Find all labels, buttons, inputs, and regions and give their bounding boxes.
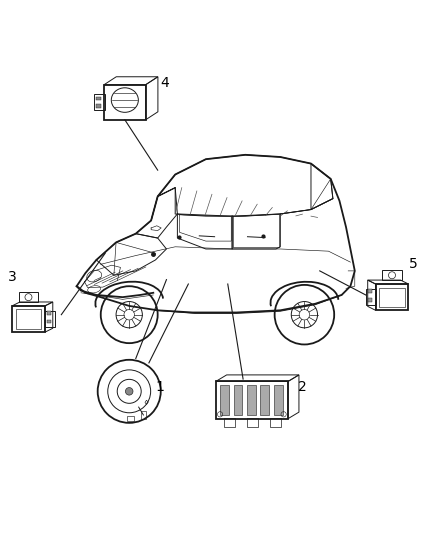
FancyBboxPatch shape: [368, 298, 372, 302]
Text: 2: 2: [298, 380, 307, 394]
Text: 1: 1: [155, 380, 164, 394]
FancyBboxPatch shape: [220, 385, 229, 415]
Circle shape: [125, 387, 133, 395]
FancyBboxPatch shape: [261, 385, 269, 415]
FancyBboxPatch shape: [47, 320, 51, 324]
FancyBboxPatch shape: [47, 311, 51, 314]
FancyBboxPatch shape: [247, 385, 256, 415]
FancyBboxPatch shape: [368, 289, 372, 293]
Text: 3: 3: [7, 270, 16, 285]
FancyBboxPatch shape: [96, 96, 100, 101]
FancyBboxPatch shape: [96, 103, 100, 108]
FancyBboxPatch shape: [233, 385, 242, 415]
FancyBboxPatch shape: [274, 385, 283, 415]
Text: 5: 5: [409, 257, 417, 271]
Text: 4: 4: [160, 76, 169, 90]
